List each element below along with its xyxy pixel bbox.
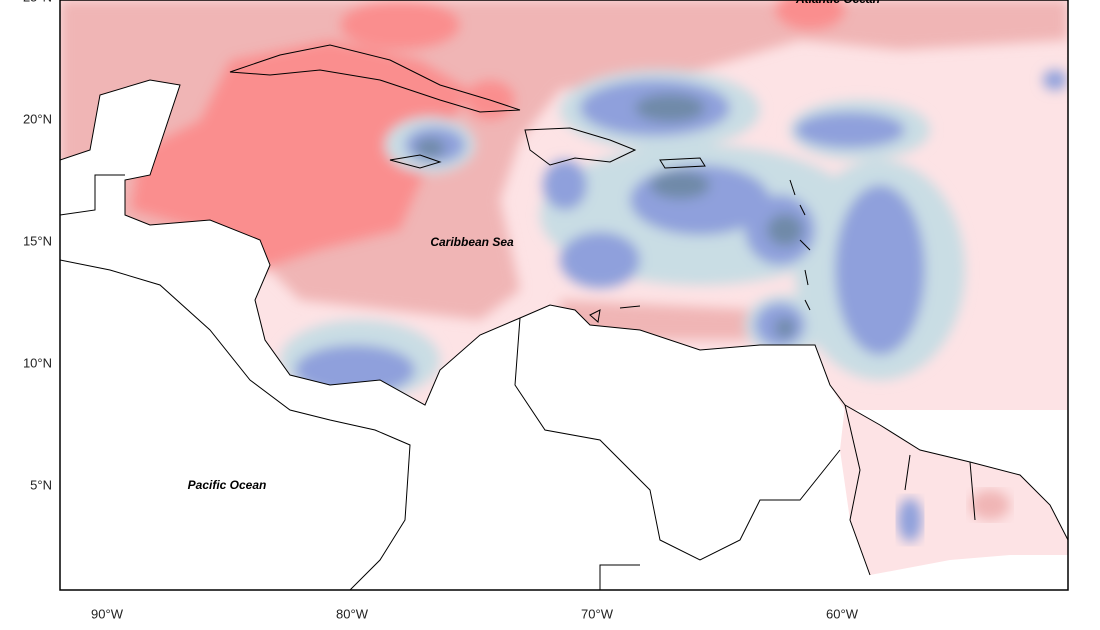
- land: [60, 80, 1068, 590]
- lat-label: 10°N: [23, 355, 52, 370]
- lat-label: 20°N: [23, 111, 52, 126]
- lat-label: 15°N: [23, 233, 52, 248]
- borders: [60, 174, 976, 590]
- lat-label: 25°N: [23, 0, 52, 4]
- place-label: Caribbean Sea: [430, 235, 514, 249]
- anomaly-field: [60, 0, 1068, 590]
- lon-label: 70°W: [581, 606, 614, 621]
- place-label: Pacific Ocean: [188, 478, 267, 492]
- lat-label: 5°N: [30, 477, 52, 492]
- pacific-coast: [60, 259, 411, 590]
- frame: [59, 0, 1069, 591]
- lon-label: 80°W: [336, 606, 369, 621]
- jamaica: [389, 154, 442, 169]
- lon-label: 60°W: [826, 606, 859, 621]
- place-label: Atlantic Ocean: [795, 0, 880, 6]
- puerto-rico: [659, 157, 706, 169]
- lon-label: 90°W: [91, 606, 124, 621]
- cuba: [229, 44, 521, 113]
- antilles: [589, 179, 811, 323]
- hispaniola: [524, 127, 637, 166]
